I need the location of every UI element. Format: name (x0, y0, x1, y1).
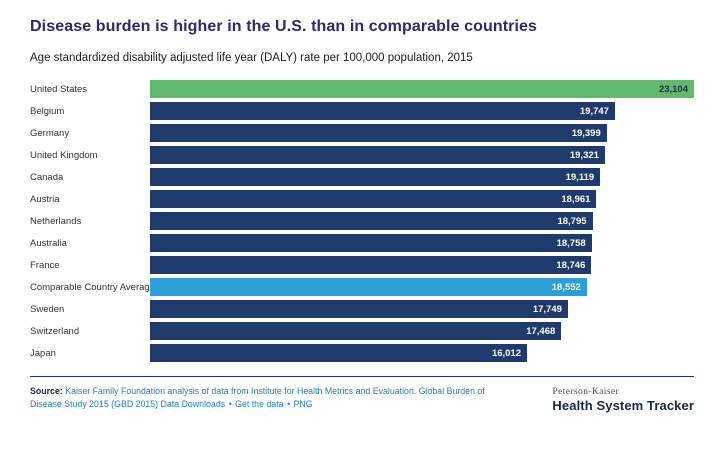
bullet-separator: • (228, 398, 232, 409)
bar[interactable]: 16,012 (150, 344, 527, 362)
bar-row: Belgium 19,747 (30, 100, 694, 122)
bar-row: Canada 19,119 (30, 166, 694, 188)
bar[interactable]: 19,321 (150, 146, 605, 164)
bar-row: Austria 18,961 (30, 188, 694, 210)
bar-track: 18,758 (150, 234, 694, 252)
bar-category-label: Comparable Country Average (30, 281, 155, 293)
bar-row: Netherlands 18,795 (30, 210, 694, 232)
bar-category-label: France (30, 259, 60, 271)
bar-track: 18,795 (150, 212, 694, 230)
bar-track: 19,399 (150, 124, 694, 142)
bar-track: 23,104 (150, 80, 694, 98)
page-title: Disease burden is higher in the U.S. tha… (30, 18, 538, 35)
bar-value-label: 18,961 (561, 193, 591, 205)
bar[interactable]: 18,746 (150, 256, 592, 274)
bar[interactable]: 19,119 (150, 168, 601, 186)
bar-category-label: Japan (30, 347, 56, 359)
bar-track: 16,012 (150, 344, 694, 362)
bar[interactable]: 17,468 (150, 322, 562, 340)
bar-track: 18,746 (150, 256, 694, 274)
bar-category-label: United States (30, 83, 88, 95)
brand-logo: Peterson-Kaiser Health System Tracker (552, 385, 694, 413)
bar-row: Japan 16,012 (30, 342, 694, 364)
get-the-data-link[interactable]: Get the data (235, 398, 284, 409)
bar-track: 19,119 (150, 168, 694, 186)
bar-value-label: 18,758 (556, 237, 586, 249)
bar-value-label: 17,468 (526, 325, 556, 337)
bar-row: France 18,746 (30, 254, 694, 276)
bar-value-label: 19,321 (569, 149, 599, 161)
bar-category-label: Germany (30, 127, 70, 139)
bar-value-label: 19,747 (579, 105, 609, 117)
bar[interactable]: 19,399 (150, 124, 607, 142)
bar-value-label: 16,012 (491, 347, 521, 359)
brand-peterson-kaiser: Peterson-Kaiser (552, 387, 620, 397)
bar-value-label: 18,746 (556, 259, 586, 271)
bar-row: Switzerland 17,468 (30, 320, 694, 342)
bar-row: Australia 18,758 (30, 232, 694, 254)
bar[interactable]: 23,104 (150, 80, 694, 98)
bar[interactable]: 18,795 (150, 212, 593, 230)
bar-value-label: 18,795 (557, 215, 587, 227)
bar[interactable]: 17,749 (150, 300, 568, 318)
bar-value-label: 23,104 (658, 83, 688, 95)
bar[interactable]: 18,758 (150, 234, 592, 252)
chart-subtitle: Age standardized disability adjusted lif… (30, 52, 473, 64)
bar-row: United States 23,104 (30, 78, 694, 100)
bar-value-label: 17,749 (532, 303, 562, 315)
bar-row: Sweden 17,749 (30, 298, 694, 320)
bar-category-label: Australia (30, 237, 67, 249)
bar-track: 18,961 (150, 190, 694, 208)
bar-track: 18,552 (150, 278, 694, 296)
bar[interactable]: 19,747 (150, 102, 615, 120)
bar-category-label: Netherlands (30, 215, 82, 227)
footer-divider (30, 376, 694, 377)
bar-track: 17,749 (150, 300, 694, 318)
bar-row: Germany 19,399 (30, 122, 694, 144)
bar-category-label: Sweden (30, 303, 65, 315)
bar-row: Comparable Country Average 18,552 (30, 276, 694, 298)
footer: Source: Kaiser Family Foundation analysi… (30, 385, 694, 413)
bar-value-label: 19,399 (571, 127, 601, 139)
bar-track: 17,468 (150, 322, 694, 340)
bar-track: 19,747 (150, 102, 694, 120)
bar-category-label: Austria (30, 193, 60, 205)
png-link[interactable]: PNG (293, 398, 313, 409)
source-label: Source: (30, 386, 63, 396)
source-note: Source: Kaiser Family Foundation analysi… (30, 385, 510, 411)
bar-category-label: Canada (30, 171, 64, 183)
bar-category-label: Belgium (30, 105, 65, 117)
bar-value-label: 19,119 (565, 171, 595, 183)
bar[interactable]: 18,961 (150, 190, 597, 208)
source-text-link[interactable]: Kaiser Family Foundation analysis of dat… (30, 386, 485, 409)
bar-category-label: Switzerland (30, 325, 80, 337)
bar-chart: United States 23,104 Belgium 19,747 Germany 1… (30, 78, 694, 364)
bullet-separator: • (286, 398, 291, 409)
brand-health-system-tracker: Health System Tracker (552, 398, 694, 413)
bar[interactable]: 18,552 (150, 278, 587, 296)
bar-value-label: 18,552 (551, 281, 581, 293)
bar-track: 19,321 (150, 146, 694, 164)
bar-category-label: United Kingdom (30, 149, 98, 161)
bar-row: United Kingdom 19,321 (30, 144, 694, 166)
